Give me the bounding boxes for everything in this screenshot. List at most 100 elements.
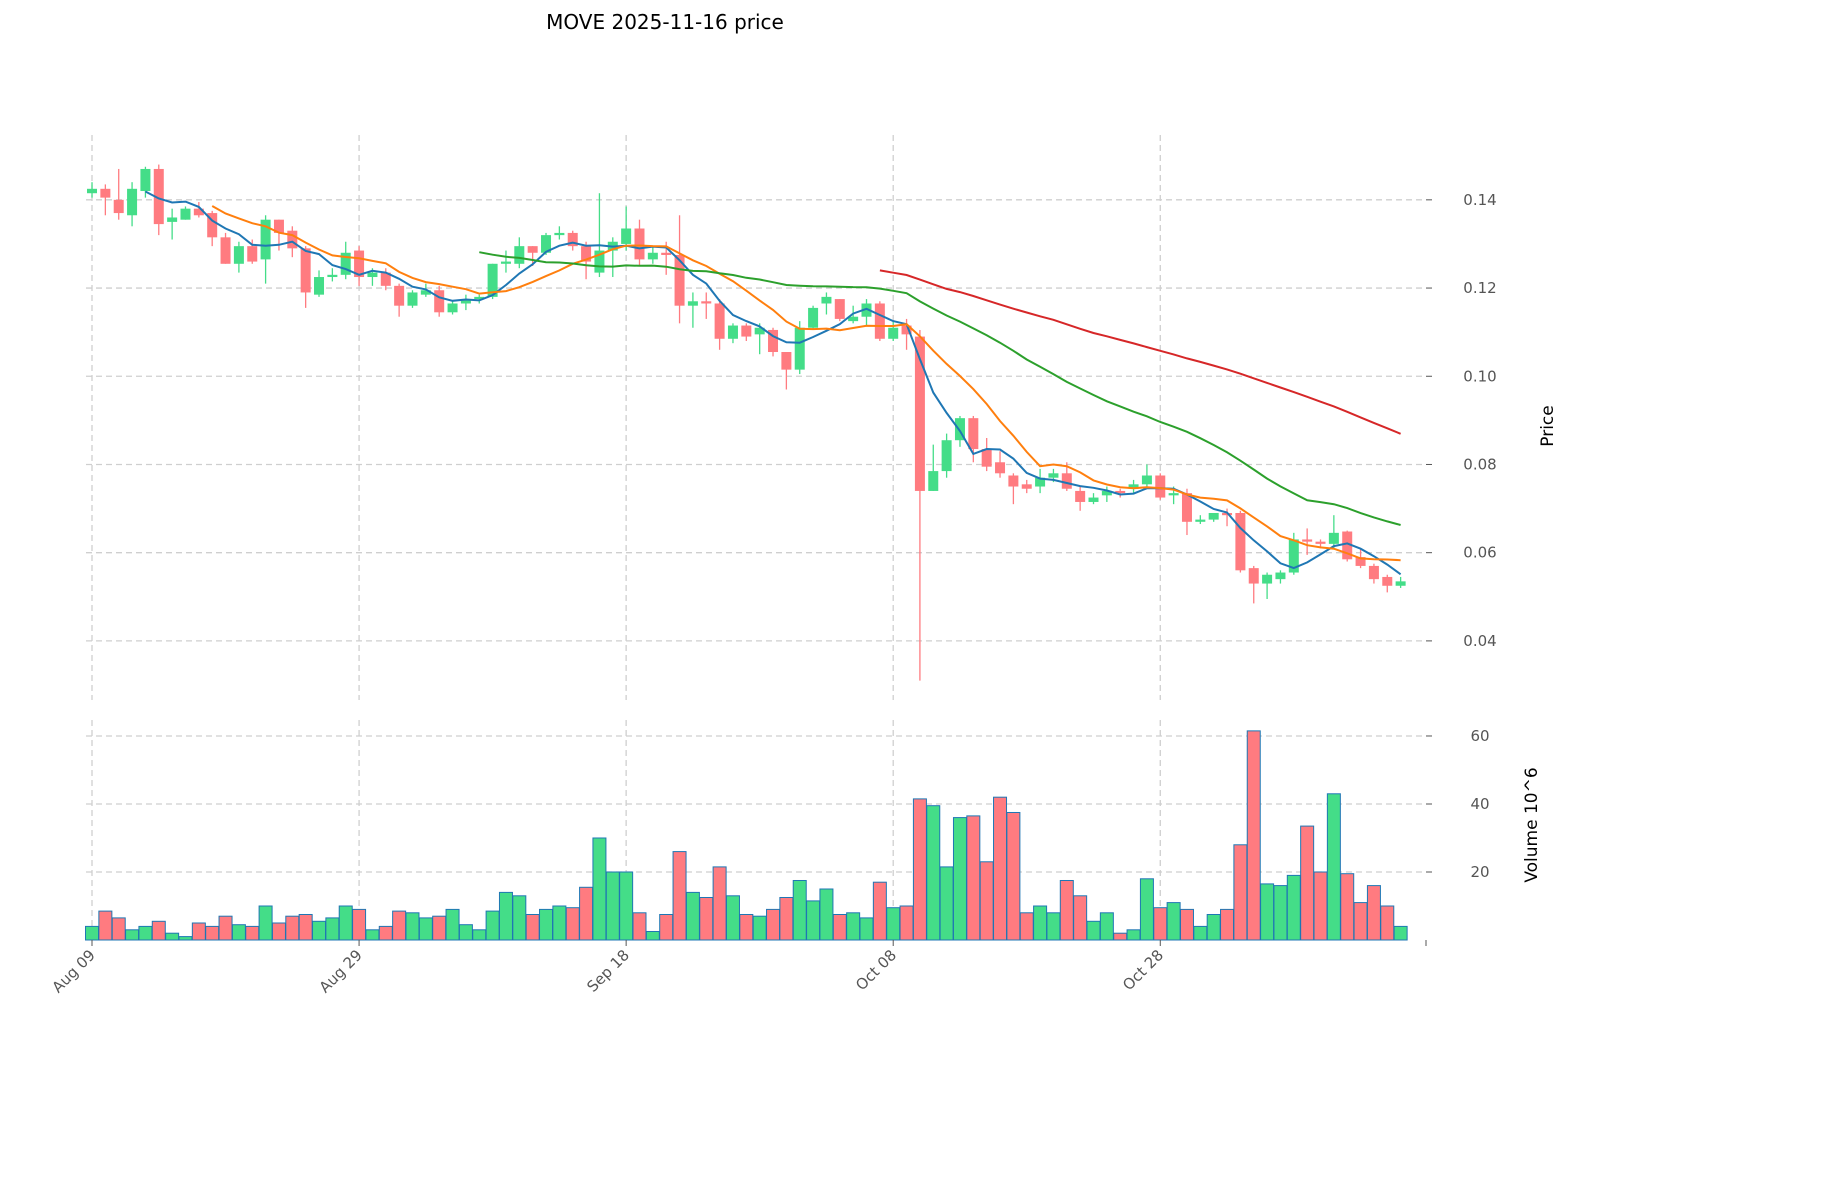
- volume-bar: [1059, 879, 1074, 941]
- candle-down: [901, 325, 912, 335]
- volume-bar: [605, 871, 620, 941]
- candle-down: [741, 325, 752, 337]
- volume-bar: [512, 895, 527, 941]
- volume-bar: [1353, 902, 1368, 941]
- moving-average-60-line: [879, 269, 1401, 435]
- candle-up: [367, 272, 378, 278]
- volume-bar: [378, 925, 393, 941]
- volume-bar: [231, 924, 246, 941]
- candle-down: [300, 248, 311, 293]
- candle-down: [1235, 512, 1246, 571]
- candle-up: [1288, 539, 1299, 573]
- candle-up: [1048, 473, 1059, 478]
- volume-bar: [1233, 844, 1248, 941]
- moving-average-5-line: [144, 190, 1402, 576]
- volume-bar: [872, 881, 887, 941]
- volume-bar: [699, 896, 714, 941]
- volume-bar: [138, 925, 153, 941]
- candle-up: [180, 208, 191, 220]
- date-tick-label: Oct 08: [852, 946, 900, 994]
- volume-bar: [298, 913, 313, 941]
- volume-bar: [912, 798, 927, 941]
- volume-bar: [859, 917, 874, 941]
- volume-bar: [1113, 932, 1128, 941]
- volume-bar: [472, 929, 487, 941]
- volume-bar: [819, 888, 834, 941]
- candle-up: [407, 292, 418, 306]
- volume-bar: [645, 930, 660, 941]
- candle-up: [1275, 572, 1286, 580]
- volume-bar: [1099, 912, 1114, 941]
- volume-bar: [739, 913, 754, 941]
- volume-bar: [979, 861, 994, 941]
- candle-down: [674, 254, 685, 306]
- volume-bar: [485, 910, 500, 941]
- volume-bar: [1260, 883, 1275, 941]
- candle-down: [1061, 473, 1072, 489]
- candle-up: [861, 303, 872, 317]
- candle-down: [1115, 490, 1126, 494]
- candle-up: [260, 219, 271, 260]
- candle-down: [1008, 475, 1019, 487]
- candle-up: [1262, 574, 1273, 584]
- candle-up: [1035, 477, 1046, 487]
- candle-down: [100, 188, 111, 198]
- volume-bar: [1313, 871, 1328, 941]
- candle-up: [500, 261, 511, 264]
- candle-up: [460, 299, 471, 304]
- volume-tick-label: 60: [1470, 727, 1489, 745]
- date-tick-label: Aug 09: [49, 946, 99, 996]
- candle-down: [701, 301, 712, 304]
- candle-down: [1368, 565, 1379, 580]
- candle-down: [1021, 484, 1032, 489]
- volume-bar: [405, 912, 420, 941]
- volume-bar: [659, 913, 674, 941]
- volume-bar: [151, 920, 166, 941]
- candle-up: [754, 327, 765, 335]
- volume-tick-label: 20: [1470, 863, 1489, 881]
- candle-down: [1248, 568, 1259, 584]
- candle-up: [808, 307, 819, 328]
- volume-bar: [592, 837, 607, 941]
- candle-down: [247, 246, 258, 262]
- candle-down: [634, 228, 645, 260]
- candle-up: [687, 301, 698, 306]
- volume-bar: [245, 925, 260, 941]
- volume-bar: [552, 905, 567, 941]
- volume-bar: [178, 936, 193, 941]
- volume-bar: [1046, 912, 1061, 941]
- volume-bar: [886, 907, 901, 941]
- volume-bar: [218, 915, 233, 941]
- candle-down: [1342, 531, 1353, 560]
- candle-up: [1128, 484, 1139, 489]
- volume-bar: [1393, 925, 1408, 941]
- volume-bar: [1326, 793, 1341, 941]
- volume-bar: [85, 925, 100, 941]
- candle-up: [1141, 475, 1152, 485]
- candle-down: [113, 199, 124, 214]
- volume-bar: [525, 913, 540, 941]
- candle-up: [514, 246, 525, 264]
- candle-up: [1195, 519, 1206, 522]
- volume-bar: [752, 915, 767, 941]
- candle-down: [1382, 576, 1393, 586]
- candle-up: [474, 296, 485, 300]
- price-tick-label: 0.04: [1463, 632, 1496, 650]
- candle-up: [621, 228, 632, 244]
- candle-up: [1208, 512, 1219, 520]
- candle-up: [127, 188, 138, 216]
- volume-bar: [312, 920, 327, 941]
- date-tick-label: Aug 29: [316, 946, 366, 996]
- price-axis-label: Price: [1538, 405, 1558, 446]
- candle-down: [380, 272, 391, 286]
- candle-up: [140, 168, 151, 192]
- volume-bar: [1006, 811, 1021, 941]
- candle-down: [1315, 541, 1326, 544]
- candle-up: [87, 188, 98, 194]
- candle-down: [874, 303, 885, 339]
- candle-down: [287, 230, 298, 249]
- candle-down: [567, 232, 578, 247]
- candle-down: [1355, 557, 1366, 566]
- candle-up: [340, 252, 351, 275]
